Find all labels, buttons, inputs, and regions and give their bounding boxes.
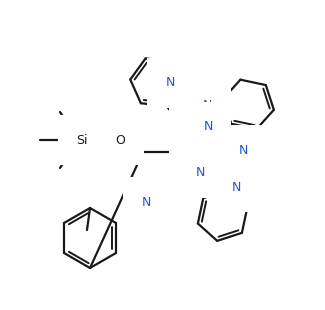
Text: O: O — [115, 134, 125, 147]
Text: N: N — [165, 77, 175, 89]
Text: N: N — [141, 196, 151, 209]
Text: N: N — [156, 196, 165, 209]
Text: N: N — [238, 144, 248, 157]
Text: N: N — [202, 100, 212, 113]
Text: N: N — [187, 126, 197, 139]
Text: N: N — [203, 121, 213, 134]
Text: Si: Si — [76, 134, 88, 147]
Text: N: N — [195, 166, 205, 179]
Text: N: N — [231, 180, 241, 193]
